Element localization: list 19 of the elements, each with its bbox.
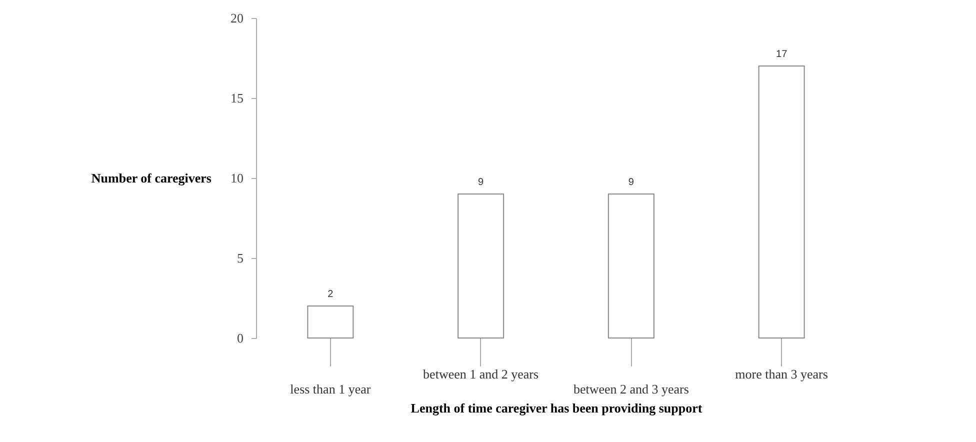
y-tick-label: 5 (237, 250, 244, 266)
y-tick-label: 10 (230, 170, 244, 186)
y-tick-label: 0 (237, 330, 244, 346)
bar (458, 194, 504, 338)
x-tick-label: less than 1 year (290, 382, 372, 396)
data-label: 2 (328, 289, 334, 300)
y-axis-title: Number of caregivers (91, 170, 212, 186)
x-tick-label: between 2 and 3 years (573, 382, 689, 396)
y-tick-label: 15 (230, 90, 244, 106)
data-label: 9 (478, 177, 484, 188)
x-tick-label: more than 3 years (735, 366, 828, 382)
data-label: 9 (628, 177, 634, 188)
data-label: 17 (776, 49, 788, 60)
x-axis-title: Length of time caregiver has been providing support (410, 400, 703, 416)
bar (758, 66, 805, 338)
x-tick-label: between 1 and 2 years (423, 366, 539, 382)
bar (307, 306, 354, 338)
bar (608, 194, 654, 338)
y-tick-label: 20 (230, 10, 244, 26)
